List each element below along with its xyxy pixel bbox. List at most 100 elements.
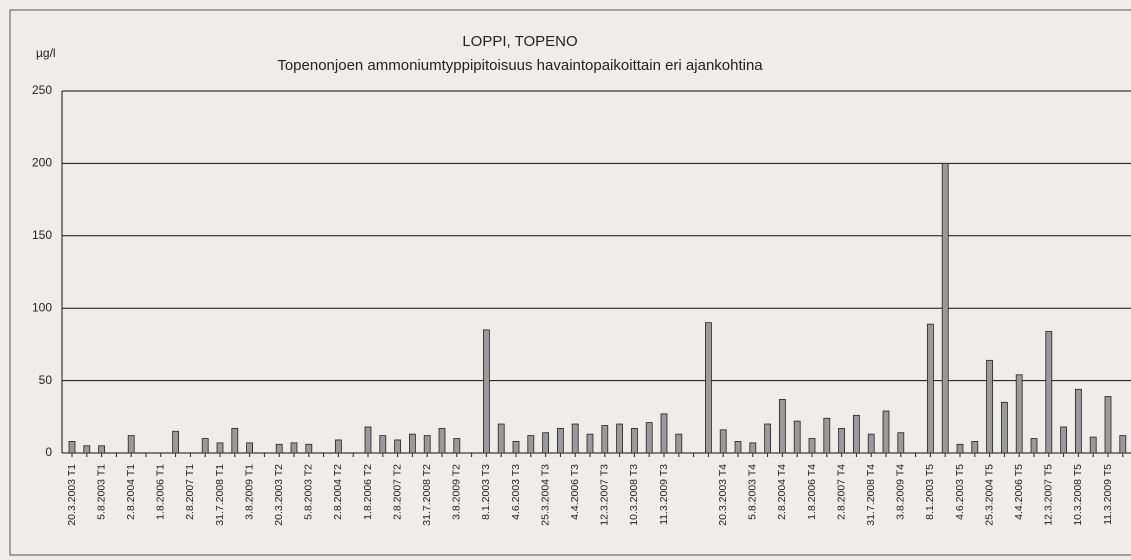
bar xyxy=(364,426,372,454)
x-tick-label: 4.4.2006 T3 xyxy=(569,464,581,520)
x-tick-label: 12.3.2007 T3 xyxy=(599,464,611,526)
bar xyxy=(631,427,638,454)
x-tick-label: 31.7.2008 T2 xyxy=(421,464,433,526)
bar xyxy=(645,422,653,454)
y-tick-label: 0 xyxy=(45,445,52,459)
bar xyxy=(749,442,757,454)
x-tick-label: 5.8.2003 T1 xyxy=(95,464,107,520)
x-tick-label: 10.3.2008 T5 xyxy=(1072,464,1084,526)
bar xyxy=(379,435,387,454)
x-tick-label: 8.1.2003 T3 xyxy=(480,464,492,520)
x-tick-label: 4.6.2003 T3 xyxy=(510,464,522,520)
y-axis-label: µg/l xyxy=(36,46,56,60)
bar xyxy=(838,427,845,454)
bar xyxy=(1089,436,1097,454)
x-tick-label: 31.7.2008 T1 xyxy=(214,464,226,526)
bar xyxy=(98,445,105,454)
bar xyxy=(971,441,979,454)
x-tick-label: 2.8.2007 T2 xyxy=(391,464,403,520)
bar xyxy=(172,430,180,454)
bar xyxy=(616,423,623,454)
y-tick-label: 150 xyxy=(32,228,52,242)
y-tick-label: 200 xyxy=(32,156,52,170)
x-tick-label: 3.8.2009 T1 xyxy=(243,464,255,520)
x-tick-label: 2.8.2004 T1 xyxy=(125,464,137,520)
bar xyxy=(823,417,831,454)
bar xyxy=(305,443,313,454)
bar xyxy=(334,439,342,454)
x-tick-label: 25.3.2004 T3 xyxy=(539,464,551,526)
bar xyxy=(1030,438,1038,454)
bar xyxy=(734,441,742,454)
x-tick-label: 8.1.2003 T5 xyxy=(924,464,936,520)
bar xyxy=(83,445,91,454)
bar xyxy=(897,432,905,454)
bar xyxy=(408,433,416,454)
bar xyxy=(1060,426,1067,454)
bar xyxy=(246,442,254,454)
bar xyxy=(1075,388,1082,454)
bar xyxy=(779,399,786,454)
bar xyxy=(1104,396,1112,454)
bar xyxy=(527,435,535,454)
chart-subtitle: Topenonjoen ammoniumtyppipitoisuus havai… xyxy=(277,57,763,74)
x-tick-label: 11.3.2009 T5 xyxy=(1102,464,1114,525)
bar xyxy=(497,423,505,454)
bar xyxy=(808,438,816,454)
bar xyxy=(201,438,209,454)
x-tick-label: 1.8.2006 T4 xyxy=(806,464,818,520)
bar xyxy=(853,414,860,454)
bar xyxy=(216,442,224,454)
x-tick-label: 2.8.2004 T4 xyxy=(776,464,788,520)
x-tick-label: 10.3.2008 T3 xyxy=(628,464,640,526)
bar xyxy=(453,438,461,454)
bar xyxy=(660,413,668,454)
bar xyxy=(68,441,76,454)
bar xyxy=(438,427,446,454)
bar xyxy=(586,433,594,454)
y-tick-label: 250 xyxy=(32,83,52,97)
bar xyxy=(482,329,490,454)
x-tick-label: 4.4.2006 T5 xyxy=(1013,464,1025,520)
x-tick-label: 31.7.2008 T4 xyxy=(865,464,877,526)
bar xyxy=(867,433,875,454)
bar xyxy=(394,439,402,454)
bar xyxy=(1015,374,1023,454)
bar xyxy=(1045,330,1053,454)
x-tick-label: 11.3.2009 T3 xyxy=(658,464,670,525)
bar xyxy=(764,423,771,454)
x-tick-label: 5.8.2003 T2 xyxy=(303,464,315,520)
x-tick-label: 4.6.2003 T5 xyxy=(954,464,966,520)
bar xyxy=(423,435,431,454)
bar xyxy=(571,423,579,454)
chart-frame xyxy=(9,9,1131,556)
bar xyxy=(231,427,239,454)
bar xyxy=(882,410,890,454)
bar xyxy=(793,420,801,454)
x-tick-label: 2.8.2007 T1 xyxy=(184,464,196,520)
x-tick-label: 20.3.2003 T2 xyxy=(273,464,285,526)
x-tick-label: 5.8.2003 T4 xyxy=(747,464,759,520)
bar xyxy=(705,322,712,454)
x-tick-label: 1.8.2006 T1 xyxy=(155,464,167,520)
x-tick-label: 3.8.2009 T2 xyxy=(451,464,463,520)
bar xyxy=(557,427,564,454)
y-tick-label: 100 xyxy=(32,300,52,314)
x-tick-label: 20.3.2003 T4 xyxy=(717,464,729,526)
x-tick-label: 12.3.2007 T5 xyxy=(1043,464,1055,526)
bar xyxy=(675,433,683,454)
x-tick-label: 3.8.2009 T4 xyxy=(895,464,907,520)
bar xyxy=(986,359,993,454)
chart-title: LOPPI, TOPENO xyxy=(462,33,577,50)
bar xyxy=(1001,401,1008,454)
bar xyxy=(127,435,135,454)
bar xyxy=(956,443,964,454)
bar xyxy=(290,442,298,454)
x-tick-label: 25.3.2004 T5 xyxy=(983,464,995,526)
bar xyxy=(719,429,727,454)
x-tick-label: 2.8.2007 T4 xyxy=(835,464,847,520)
bar xyxy=(601,425,609,454)
bar xyxy=(1119,435,1127,454)
y-tick-label: 50 xyxy=(39,373,53,387)
